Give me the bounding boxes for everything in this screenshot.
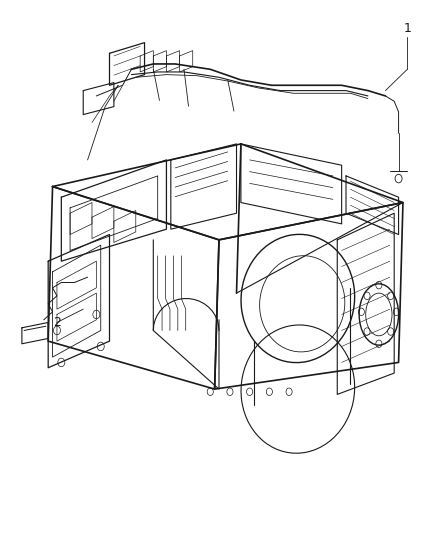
- Text: 2: 2: [53, 316, 61, 329]
- Text: 1: 1: [403, 22, 411, 35]
